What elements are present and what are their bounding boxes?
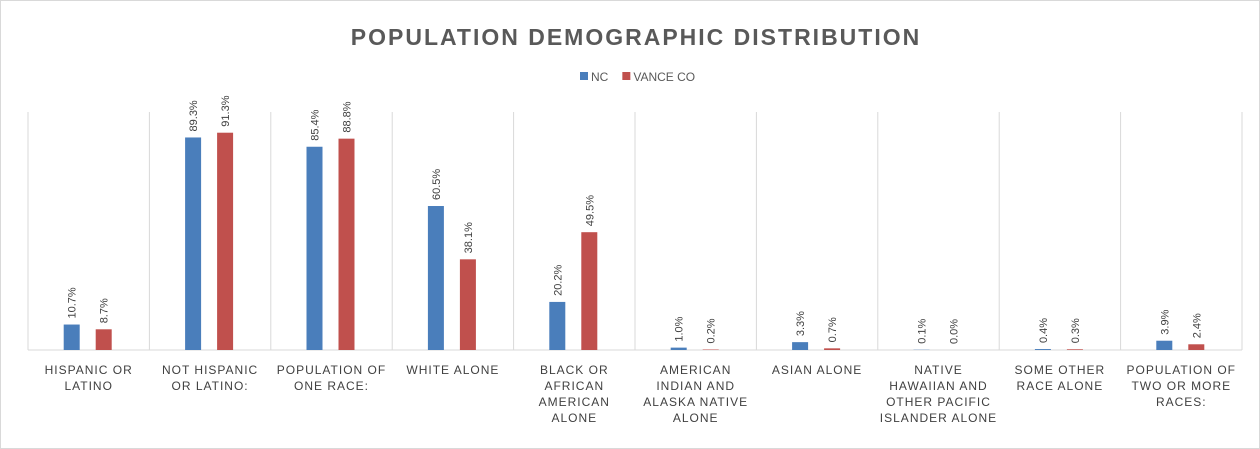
bar: [185, 137, 202, 350]
data-label: 10.7%: [67, 287, 79, 318]
data-label: 3.9%: [1159, 309, 1171, 334]
data-label: 2.4%: [1191, 313, 1203, 338]
bar: [549, 301, 566, 350]
data-label: 60.5%: [431, 169, 443, 200]
bar: [1066, 349, 1083, 350]
bar: [427, 206, 444, 350]
bar: [1034, 349, 1051, 350]
data-label: 0.1%: [917, 318, 929, 343]
bar: [581, 232, 598, 350]
bar: [459, 259, 476, 350]
x-tick-label: ASIAN ALONE: [771, 363, 863, 377]
x-tick-label: AMERICAN INDIAN AND ALASKA NATIVE ALONE: [643, 363, 749, 425]
data-label: 89.3%: [188, 100, 200, 131]
x-tick-label: POPULATION OF ONE RACE:: [276, 363, 387, 393]
bar: [306, 146, 323, 350]
data-label: 8.7%: [99, 298, 111, 323]
x-tick-label: NOT HISPANIC OR LATINO:: [161, 363, 259, 393]
data-label: 0.3%: [1070, 318, 1082, 343]
bar: [1156, 340, 1173, 350]
data-label: 3.3%: [795, 311, 807, 336]
x-tick-label: POPULATION OF TWO OR MORE RACES:: [1126, 363, 1237, 409]
bar: [63, 324, 80, 350]
bar: [95, 329, 112, 350]
x-tick-label: NATIVE HAWAIIAN AND OTHER PACIFIC ISLAND…: [879, 363, 998, 425]
data-label: 0.4%: [1038, 318, 1050, 343]
bar: [670, 347, 687, 350]
bar: [1188, 344, 1205, 350]
bar: [338, 138, 355, 350]
bar: [792, 342, 809, 350]
x-tick-label: BLACK OR AFRICAN AMERICAN ALONE: [538, 363, 610, 425]
data-label: 91.3%: [220, 95, 232, 126]
legend-label: NC: [591, 70, 609, 84]
legend-swatch: [622, 72, 631, 80]
legend-swatch: [580, 72, 588, 80]
x-tick-label: HISPANIC OR LATINO: [44, 363, 133, 393]
legend-label: VANCE CO: [633, 70, 695, 84]
bar: [217, 132, 234, 350]
data-label: 88.8%: [342, 101, 354, 132]
data-label: 0.0%: [949, 319, 961, 344]
data-label: 0.7%: [827, 317, 839, 342]
data-label: 38.1%: [463, 222, 475, 253]
data-label: 0.2%: [706, 318, 718, 343]
x-tick-label: SOME OTHER RACE ALONE: [1014, 363, 1106, 393]
data-label: 85.4%: [310, 109, 322, 140]
data-label: 20.2%: [552, 265, 564, 296]
x-tick-label: WHITE ALONE: [406, 363, 500, 377]
bar: [824, 348, 841, 350]
data-label: 1.0%: [674, 316, 686, 341]
data-label: 49.5%: [584, 195, 596, 226]
chart-title: POPULATION DEMOGRAPHIC DISTRIBUTION: [351, 24, 921, 50]
